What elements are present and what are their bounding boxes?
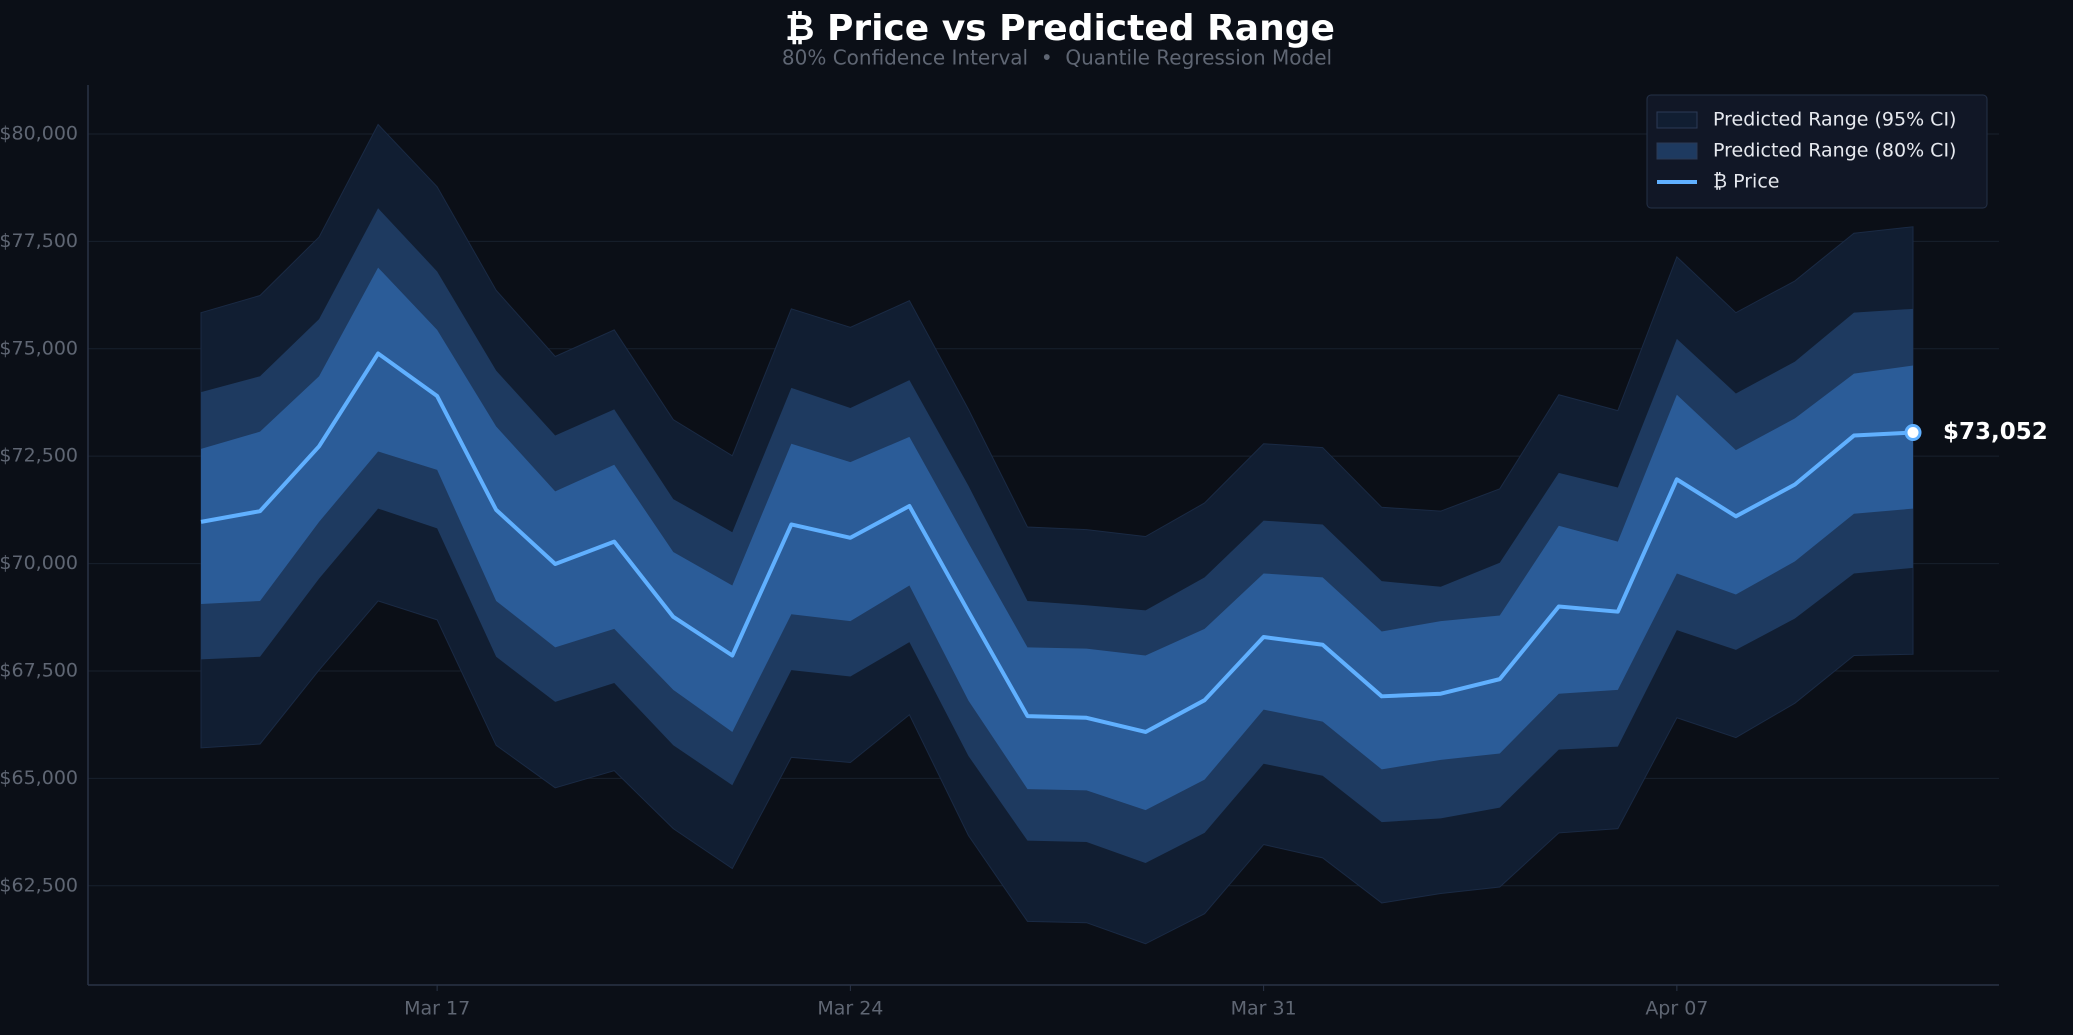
legend-label: ₿ Price bbox=[1713, 171, 1779, 193]
y-tick-label: $72,500 bbox=[0, 445, 78, 467]
band-area bbox=[201, 267, 1913, 811]
x-tick-label: Mar 24 bbox=[817, 998, 883, 1020]
x-tick-label: Mar 17 bbox=[404, 998, 470, 1020]
last-value-label: $73,052 bbox=[1943, 419, 2048, 445]
x-tick-label: Mar 31 bbox=[1231, 998, 1297, 1020]
chart-subtitle: 80% Confidence Interval • Quantile Regre… bbox=[782, 46, 1332, 70]
y-tick-label: $75,000 bbox=[0, 337, 78, 359]
y-tick-label: $67,500 bbox=[0, 659, 78, 681]
legend-box bbox=[1646, 94, 1988, 209]
y-tick-label: $77,500 bbox=[0, 230, 78, 252]
legend: Predicted Range (95% CI) Predicted Range … bbox=[1646, 94, 1988, 209]
x-tick-label: Apr 07 bbox=[1645, 998, 1708, 1020]
legend-swatch bbox=[1656, 142, 1698, 160]
legend-swatch bbox=[1656, 111, 1698, 129]
y-tick-label: $80,000 bbox=[0, 122, 78, 144]
ticks: $62,500 $65,000 $67,500 $70,000 $72,500 $75,0… bbox=[0, 122, 1708, 1019]
lines: $73,052 bbox=[200, 351, 2048, 734]
y-tick-label: $62,500 bbox=[0, 874, 78, 896]
legend-label: Predicted Range (95% CI) bbox=[1713, 109, 1956, 131]
y-tick-label: $70,000 bbox=[0, 552, 78, 574]
chart-title: ₿ Price vs Predicted Range bbox=[785, 8, 1335, 49]
price-line bbox=[200, 351, 1914, 734]
bands bbox=[200, 123, 1914, 945]
y-tick-label: $65,000 bbox=[0, 767, 78, 789]
last-point bbox=[1904, 423, 1922, 441]
legend-label: Predicted Range (80% CI) bbox=[1713, 140, 1956, 162]
